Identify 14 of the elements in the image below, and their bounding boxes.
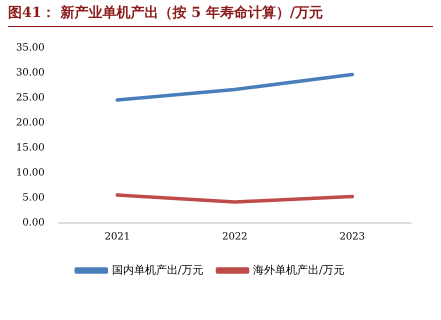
y-tick-label: 20.00 — [16, 118, 45, 129]
chart-title: 图41： 新产业单机产出（按 5 年寿命计算）/万元 — [8, 4, 433, 27]
legend-label: 国内单机产出/万元 — [112, 263, 204, 276]
x-tick-label: 2021 — [104, 232, 130, 243]
y-tick-label: 30.00 — [16, 68, 45, 79]
x-tick-label: 2023 — [340, 232, 365, 243]
y-tick-label: 35.00 — [16, 42, 45, 54]
x-tick-label: 2022 — [222, 232, 248, 243]
y-tick-label: 10.00 — [16, 168, 45, 179]
y-tick-label: 25.00 — [16, 92, 45, 104]
y-tick-label: 0.00 — [22, 218, 45, 229]
y-tick-label: 15.00 — [16, 142, 45, 154]
legend-label: 海外单机产出/万元 — [253, 263, 345, 276]
y-tick-label: 5.00 — [22, 192, 45, 204]
